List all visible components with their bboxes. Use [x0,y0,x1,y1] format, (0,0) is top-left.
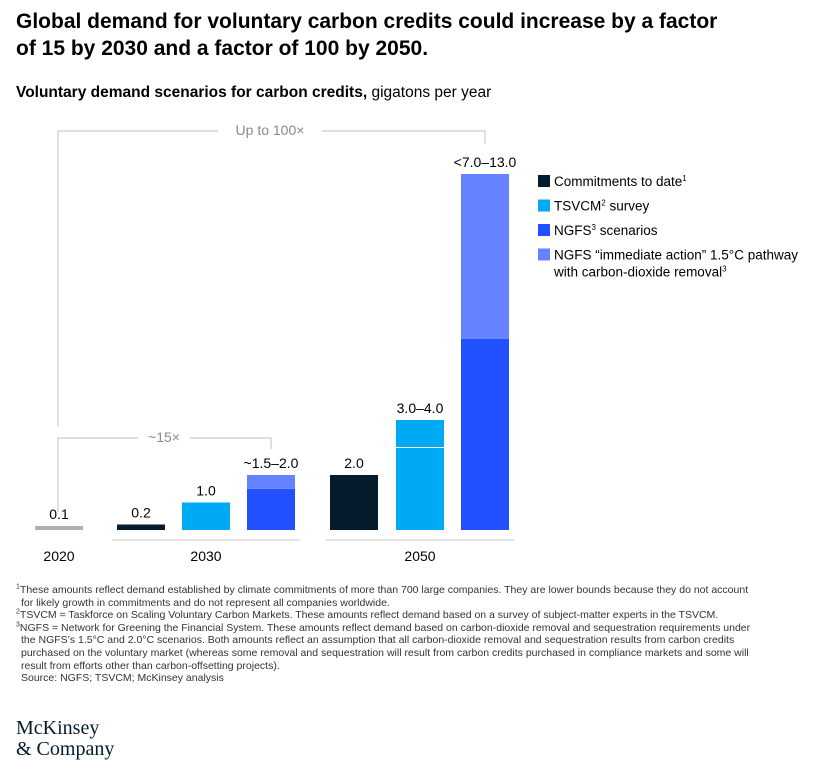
legend-swatch-ngfs_immediate [538,248,550,261]
bar-value-label: 0.2 [131,505,151,521]
footnote-3: 3NGFS = Network for Greening the Financi… [16,621,751,634]
bar-2050-commitments [330,475,378,530]
bar-2030-ngfs-high [247,475,295,489]
group-label-2020: 2020 [43,548,74,564]
footnote-3-cont-1: the NGFS’s 1.5°C and 2.0°C scenarios. Bo… [21,634,735,647]
bar-2030-tsvcm [182,502,230,530]
chart-subtitle: Voluntary demand scenarios for carbon cr… [16,84,491,102]
bar-value-label: 2.0 [344,455,364,471]
annotation-100x: Up to 100× [236,122,305,138]
subtitle-unit: gigatons per year [367,84,492,101]
logo-line-2: & Company [16,738,115,760]
bar-2030-ngfs-low [247,488,295,530]
legend-swatch-ngfs [538,224,550,236]
annotation-15x: ~15× [148,429,180,445]
footnotes: 1These amounts reflect demand establishe… [16,584,806,685]
mckinsey-logo: McKinsey & Company [16,718,114,760]
footnote-1: 1These amounts reflect demand establishe… [16,583,749,597]
bracket-100x-left [57,130,218,426]
legend-label-ngfs_immediate: NGFS “immediate action” 1.5°C pathway [554,248,798,263]
legend-swatch-tsvcm [538,199,550,212]
bar-2020-baseline [35,526,83,530]
group-label-2030: 2030 [190,548,221,564]
legend-label-ngfs_immediate-line2: with carbon-dioxide removal3 [553,265,727,280]
legend-swatch-commitments [538,175,550,187]
bracket-15x-right [190,437,272,449]
bar-2050-tsvcm-low [396,447,444,530]
legend-label-ngfs: NGFS3 scenarios [554,223,658,238]
legend-label-commitments: Commitments to date1 [554,174,687,189]
bar-value-label: <7.0–13.0 [454,154,517,170]
bar-value-label: 0.1 [49,506,69,522]
bar-value-label: 1.0 [196,483,216,499]
bar-value-label: 3.0–4.0 [397,400,444,416]
bar-chart: 0.1 0.2 1.0 ~1.5–2.0 2.0 3.0–4.0 <7.0–13.0 2020… [35,122,798,564]
logo-line-1: McKinsey [16,717,100,739]
bracket-100x-right [322,130,486,144]
footnote-1-cont: for likely growth in commitments and do … [21,596,390,609]
footnote-2: 2TSVCM = Taskforce on Scaling Voluntary … [16,608,719,622]
source-note: Source: NGFS; TSVCM; McKinsey analysis [21,672,224,685]
headline-line-2: of 15 by 2030 and a factor of 100 by 205… [16,37,429,60]
footnote-3-cont-3: result from efforts other than carbon-of… [21,659,280,672]
bar-2050-ngfs-low [461,339,509,530]
bracket-15x-left [57,437,138,512]
bar-value-label: ~1.5–2.0 [244,455,299,471]
chart-headline: Global demand for voluntary carbon credi… [16,8,806,62]
bar-2050-tsvcm-high [396,420,444,448]
subtitle-bold: Voluntary demand scenarios for carbon cr… [16,84,368,101]
group-label-2050: 2050 [404,548,435,564]
headline-line-1: Global demand for voluntary carbon credi… [16,10,718,33]
legend-label-tsvcm: TSVCM2 survey [554,199,649,214]
footnote-3-cont-2: purchased on the voluntary market (where… [21,646,749,659]
bar-2050-ngfs-high [461,174,509,339]
bar-2030-commitments [117,524,165,530]
